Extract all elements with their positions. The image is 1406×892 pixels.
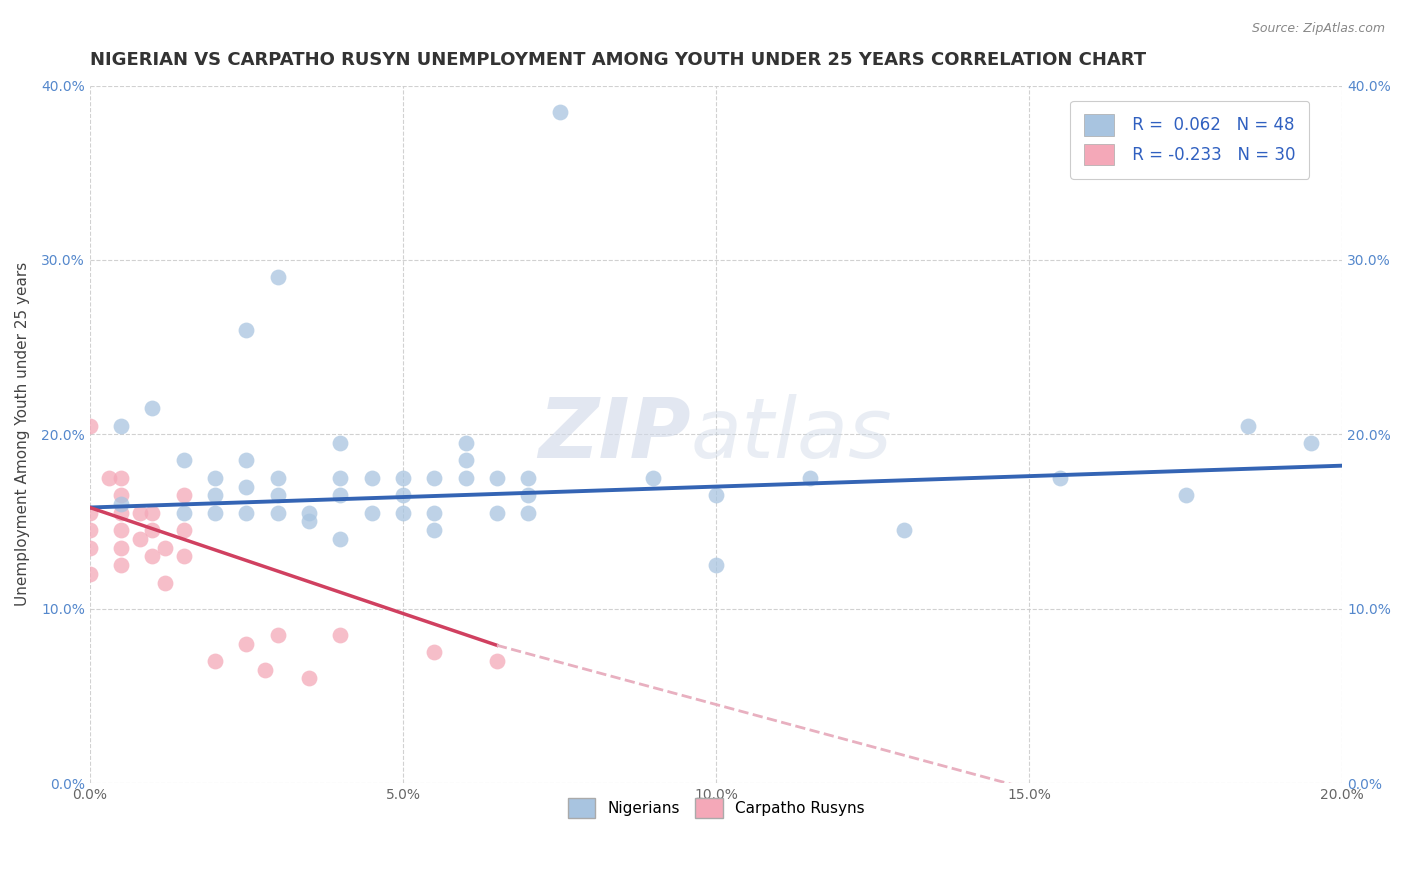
Point — [329, 471, 352, 485]
Point — [485, 471, 508, 485]
Point — [129, 532, 152, 546]
Point — [110, 558, 132, 572]
Point — [110, 418, 132, 433]
Point — [110, 541, 132, 555]
Point — [110, 497, 132, 511]
Text: ZIP: ZIP — [538, 393, 690, 475]
Point — [153, 541, 176, 555]
Point — [267, 471, 290, 485]
Point — [329, 436, 352, 450]
Point — [110, 523, 132, 537]
Point — [204, 471, 226, 485]
Point — [235, 506, 257, 520]
Point — [110, 488, 132, 502]
Point — [485, 506, 508, 520]
Point — [79, 418, 101, 433]
Text: atlas: atlas — [690, 393, 893, 475]
Point — [517, 488, 540, 502]
Point — [392, 471, 415, 485]
Point — [704, 558, 727, 572]
Point — [153, 575, 176, 590]
Point — [110, 506, 132, 520]
Point — [360, 506, 382, 520]
Point — [141, 506, 163, 520]
Point — [454, 471, 477, 485]
Point — [454, 453, 477, 467]
Point — [548, 104, 571, 119]
Point — [1049, 471, 1071, 485]
Text: Source: ZipAtlas.com: Source: ZipAtlas.com — [1251, 22, 1385, 36]
Point — [173, 488, 195, 502]
Point — [267, 628, 290, 642]
Point — [79, 523, 101, 537]
Point — [360, 471, 382, 485]
Point — [204, 488, 226, 502]
Y-axis label: Unemployment Among Youth under 25 years: Unemployment Among Youth under 25 years — [15, 262, 30, 607]
Point — [423, 471, 446, 485]
Point — [97, 471, 120, 485]
Point — [423, 645, 446, 659]
Point — [423, 506, 446, 520]
Point — [517, 471, 540, 485]
Point — [799, 471, 821, 485]
Point — [79, 566, 101, 581]
Point — [1237, 418, 1260, 433]
Point — [704, 488, 727, 502]
Point — [267, 270, 290, 285]
Point — [893, 523, 915, 537]
Point — [1174, 488, 1197, 502]
Point — [141, 549, 163, 564]
Point — [485, 654, 508, 668]
Point — [173, 506, 195, 520]
Point — [129, 506, 152, 520]
Point — [173, 523, 195, 537]
Point — [204, 506, 226, 520]
Point — [329, 488, 352, 502]
Point — [298, 672, 321, 686]
Point — [454, 436, 477, 450]
Point — [392, 488, 415, 502]
Point — [423, 523, 446, 537]
Point — [173, 453, 195, 467]
Point — [643, 471, 665, 485]
Point — [141, 401, 163, 416]
Point — [235, 480, 257, 494]
Point — [392, 506, 415, 520]
Point — [298, 506, 321, 520]
Point — [267, 488, 290, 502]
Point — [235, 323, 257, 337]
Text: NIGERIAN VS CARPATHO RUSYN UNEMPLOYMENT AMONG YOUTH UNDER 25 YEARS CORRELATION C: NIGERIAN VS CARPATHO RUSYN UNEMPLOYMENT … — [90, 51, 1146, 69]
Point — [298, 515, 321, 529]
Point — [235, 636, 257, 650]
Point — [141, 523, 163, 537]
Point — [329, 628, 352, 642]
Point — [517, 506, 540, 520]
Point — [1299, 436, 1322, 450]
Point — [79, 541, 101, 555]
Point — [254, 663, 277, 677]
Point — [267, 506, 290, 520]
Legend: Nigerians, Carpatho Rusyns: Nigerians, Carpatho Rusyns — [561, 792, 870, 824]
Point — [79, 506, 101, 520]
Point — [110, 471, 132, 485]
Point — [329, 532, 352, 546]
Point — [204, 654, 226, 668]
Point — [235, 453, 257, 467]
Point — [173, 549, 195, 564]
